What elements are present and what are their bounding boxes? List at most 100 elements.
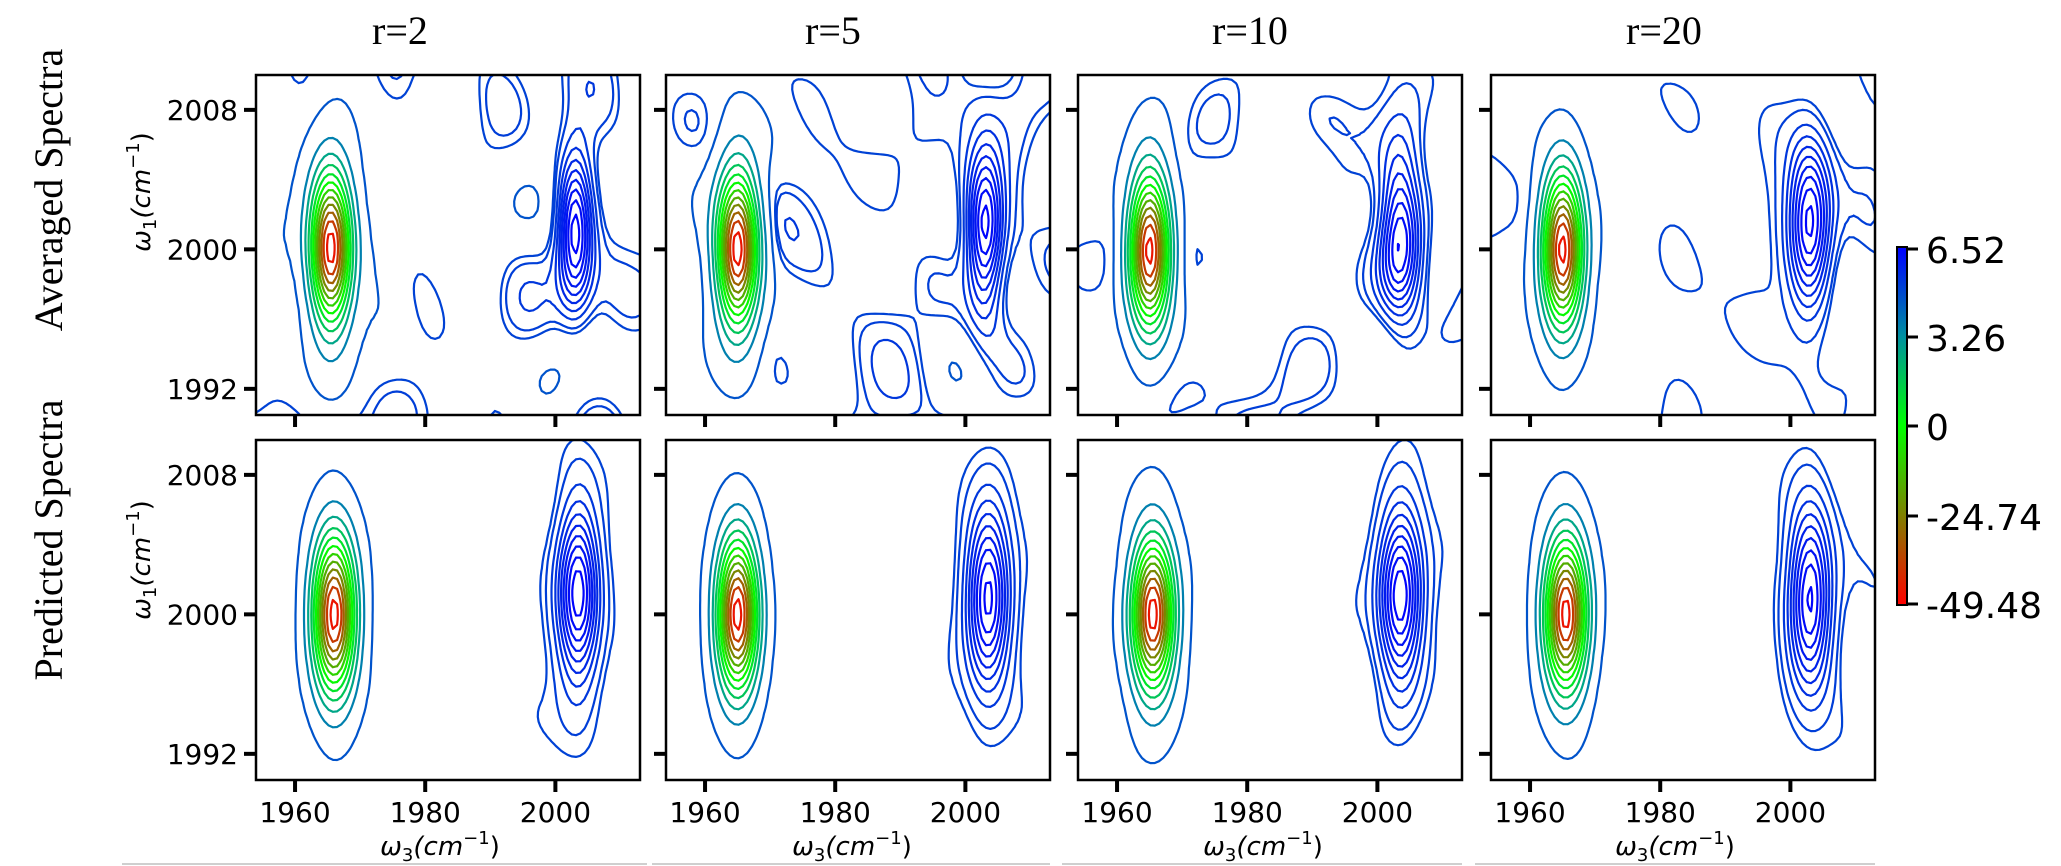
contour-level (726, 211, 749, 287)
contour-level (1139, 214, 1160, 287)
contour-level (1131, 539, 1175, 690)
panel-frame (254, 73, 642, 417)
contour-level (1555, 577, 1577, 651)
contour-level (719, 546, 757, 682)
contour-level (1548, 554, 1583, 674)
contour-level (1538, 518, 1593, 710)
x-tick-label: 1960 (669, 796, 740, 829)
colorbar-tick-label: 6.52 (1926, 231, 2006, 272)
contour-level (310, 173, 352, 323)
contour-level (1147, 598, 1158, 630)
contour-level (1128, 530, 1177, 699)
contour-level (302, 500, 366, 729)
contour-level (967, 143, 1004, 305)
contour-level (724, 203, 751, 294)
colorbar-tick-label: 3.26 (1926, 319, 2006, 360)
contour-level (571, 570, 585, 617)
x-axis-label-col1: ω3(cm−1) (380, 828, 500, 866)
contour-level (1798, 549, 1822, 649)
contour-level (1522, 108, 1603, 392)
contour-level (970, 155, 1002, 291)
contour-level (329, 598, 339, 630)
contour-level (1789, 513, 1831, 685)
contour-level (970, 525, 1006, 669)
contour-level (1782, 484, 1838, 712)
contour-level (310, 527, 359, 702)
contour-level (691, 91, 963, 400)
contour-level (980, 204, 990, 240)
x-tick-label: 1980 (1212, 796, 1283, 829)
contour-lines (1491, 75, 1875, 415)
contour-level (1544, 538, 1588, 690)
contour-level (307, 164, 355, 333)
contour-level (323, 576, 345, 653)
contour-level (321, 568, 348, 661)
x-axis-label-col4: ω3(cm−1) (1615, 828, 1735, 866)
contour-level (978, 562, 998, 634)
contour-level (707, 503, 768, 726)
panel-frame (664, 73, 1052, 417)
y-axis-label-bottom: ω1(cm−1) (123, 500, 161, 620)
contour-level (1381, 524, 1420, 668)
panel-frame (1076, 73, 1464, 417)
contour-level (1389, 556, 1411, 635)
contour-level (1378, 153, 1420, 309)
contour-level (1561, 599, 1571, 629)
contour-level (1355, 440, 1444, 747)
panel-frame (664, 438, 1052, 782)
contour-level (536, 440, 616, 758)
contour-level (729, 586, 746, 643)
contour-level (567, 199, 584, 269)
contour-level (299, 136, 362, 363)
contour-level (567, 556, 589, 631)
x-tick-label: 1960 (259, 796, 330, 829)
contour-level (1542, 174, 1584, 325)
contour-level (564, 188, 587, 279)
contour-level (1371, 485, 1429, 709)
contour-level (1794, 165, 1826, 277)
y-tick-label: 1992 (167, 373, 238, 406)
contour-level (718, 181, 756, 317)
contour-level (1541, 529, 1590, 699)
contour-level (964, 499, 1012, 693)
contour-level (1525, 470, 1607, 760)
contour-level (1781, 123, 1840, 322)
contour-level (1374, 133, 1423, 317)
contour-level (1120, 136, 1179, 361)
contour-level (325, 585, 343, 643)
contour-level (714, 529, 761, 700)
contour-level (1364, 460, 1436, 731)
contour-level (314, 189, 348, 307)
contour-level (565, 545, 591, 642)
contour-level (1137, 206, 1162, 295)
contour-level (720, 189, 755, 309)
contour-level (723, 561, 753, 667)
contour-level (1392, 570, 1408, 621)
contour-level (1386, 545, 1414, 646)
contour-level (974, 177, 997, 268)
panel-frame (1076, 438, 1464, 782)
colorbar-tick-label: -49.48 (1926, 586, 2042, 627)
contour-level (558, 158, 594, 305)
spectrum-panel-averaged-r5 (654, 73, 1052, 427)
row-title-averaged: Averaged Spectra (26, 49, 71, 332)
contour-level (1795, 537, 1825, 661)
contour-level (1785, 135, 1835, 309)
y-tick-label: 2008 (167, 94, 238, 127)
contour-level (955, 462, 1022, 730)
contour-level (1558, 235, 1567, 264)
contour-level (683, 75, 1050, 415)
y-axis-label-top: ω1(cm−1) (123, 132, 161, 252)
x-axis-label-col2: ω3(cm−1) (792, 828, 912, 866)
contour-level (1381, 172, 1417, 301)
contour-level (318, 203, 344, 292)
contour-level (711, 152, 764, 346)
contour-level (1532, 139, 1593, 360)
spectrum-panel-averaged-r10 (1066, 73, 1464, 427)
contour-level (544, 457, 611, 737)
contour-level (1786, 500, 1834, 697)
contour-level (1554, 222, 1571, 277)
contour-lines (1525, 446, 1875, 760)
contour-lines (1111, 440, 1444, 765)
